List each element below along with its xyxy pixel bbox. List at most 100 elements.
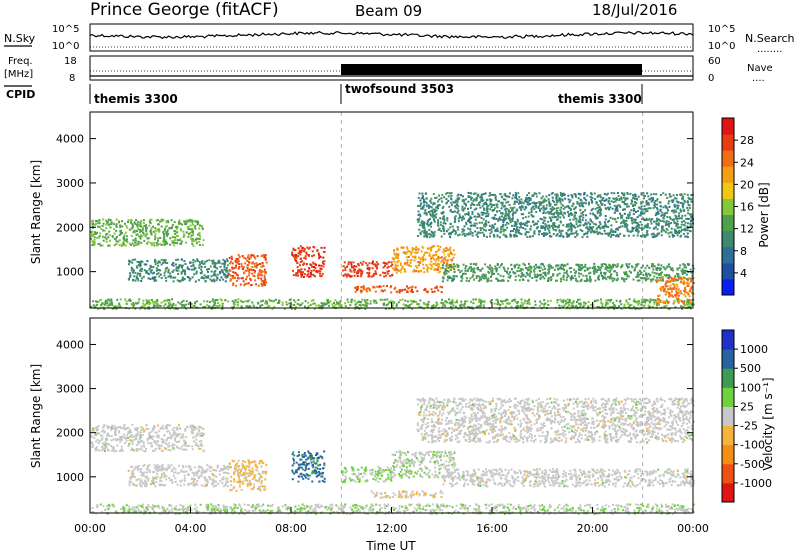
- heatmap-cell: [557, 214, 560, 217]
- heatmap-cell: [397, 301, 400, 304]
- heatmap-cell: [115, 224, 118, 227]
- heatmap-cell: [434, 197, 437, 199]
- heatmap-cell: [322, 263, 325, 265]
- heatmap-cell: [91, 225, 94, 228]
- heatmap-cell: [542, 221, 545, 224]
- heatmap-cell: [457, 197, 460, 200]
- heatmap-cell: [595, 202, 598, 205]
- heatmap-cell: [130, 266, 133, 269]
- heatmap-cell: [521, 268, 524, 271]
- heatmap-cell: [281, 301, 284, 304]
- heatmap-cell: [465, 233, 468, 236]
- heatmap-cell: [575, 304, 578, 307]
- heatmap-cell: [151, 301, 154, 303]
- heatmap-cell: [163, 240, 166, 243]
- heatmap-cell: [230, 255, 233, 258]
- heatmap-cell: [655, 279, 658, 282]
- heatmap-cell: [481, 205, 484, 208]
- heatmap-cell: [233, 300, 236, 303]
- heatmap-cell: [466, 300, 469, 303]
- heatmap-cell: [140, 241, 143, 244]
- heatmap-cell: [564, 206, 567, 209]
- heatmap-cell: [687, 264, 690, 266]
- heatmap-cell: [421, 192, 424, 195]
- heatmap-cell: [166, 298, 169, 301]
- heatmap-cell: [410, 303, 413, 306]
- heatmap-cell: [612, 264, 614, 267]
- heatmap-cell: [493, 235, 496, 238]
- heatmap-cell: [137, 263, 140, 266]
- heatmap-cell: [353, 265, 356, 267]
- heatmap-cell: [185, 223, 188, 226]
- heatmap-cell: [158, 229, 161, 232]
- heatmap-cell: [665, 220, 668, 223]
- heatmap-cell: [535, 202, 538, 204]
- heatmap-cell: [605, 266, 608, 269]
- heatmap-cell: [534, 223, 537, 226]
- heatmap-cell: [349, 275, 352, 278]
- heatmap-cell: [556, 193, 559, 196]
- heatmap-cell: [441, 200, 443, 203]
- heatmap-cell: [456, 226, 459, 229]
- heatmap-cell: [648, 300, 651, 303]
- heatmap-cell: [223, 273, 226, 276]
- heatmap-cell: [432, 217, 435, 220]
- heatmap-cell: [186, 276, 189, 278]
- heatmap-cell: [538, 192, 541, 195]
- heatmap-cell: [598, 221, 601, 224]
- heatmap-cell: [404, 299, 407, 302]
- heatmap-cell: [486, 210, 489, 213]
- heatmap-cell: [190, 228, 193, 231]
- heatmap-cell: [375, 264, 378, 267]
- heatmap-cell: [454, 205, 457, 208]
- heatmap-cell: [101, 225, 104, 227]
- heatmap-cell: [489, 200, 492, 203]
- heatmap-cell: [523, 263, 526, 266]
- heatmap-cell: [570, 305, 573, 308]
- nave-legend: ....: [752, 73, 765, 84]
- heatmap-cell: [622, 208, 624, 211]
- heatmap-cell: [473, 222, 476, 225]
- heatmap-cell: [675, 200, 678, 203]
- heatmap-cell: [591, 228, 593, 230]
- heatmap-cell: [506, 302, 509, 305]
- heatmap-cell: [680, 278, 683, 281]
- heatmap-cell: [115, 229, 118, 232]
- heatmap-cell: [656, 198, 659, 201]
- heatmap-cell: [569, 299, 572, 302]
- heatmap-cell: [669, 216, 671, 219]
- heatmap-cell: [508, 192, 511, 195]
- heatmap-cell: [198, 227, 201, 230]
- heatmap-cell: [244, 262, 247, 265]
- heatmap-cell: [501, 263, 503, 265]
- heatmap-cell: [494, 229, 497, 231]
- heatmap-cell: [302, 262, 305, 265]
- heatmap-cell: [352, 266, 355, 269]
- heatmap-cell: [600, 271, 603, 274]
- heatmap-cell: [251, 265, 254, 268]
- heatmap-cell: [644, 279, 647, 282]
- heatmap-cell: [430, 247, 433, 250]
- heatmap-cell: [610, 192, 613, 195]
- heatmap-cell: [569, 199, 572, 202]
- heatmap-cell: [452, 201, 455, 204]
- heatmap-cell: [355, 302, 358, 304]
- heatmap-cell: [139, 234, 142, 237]
- heatmap-cell: [575, 220, 578, 223]
- heatmap-cell: [599, 223, 602, 226]
- heatmap-cell: [142, 228, 145, 231]
- heatmap-cell: [235, 261, 238, 264]
- heatmap-cell: [635, 229, 638, 232]
- heatmap-cell: [341, 305, 344, 308]
- heatmap-cell: [410, 286, 413, 289]
- heatmap-cell: [299, 257, 302, 260]
- heatmap-cell: [663, 229, 666, 232]
- heatmap-cell: [664, 293, 667, 296]
- heatmap-cell: [154, 263, 157, 266]
- heatmap-cell: [394, 263, 397, 266]
- heatmap-cell: [669, 287, 672, 290]
- heatmap-cell: [660, 289, 663, 292]
- heatmap-cell: [180, 272, 183, 275]
- heatmap-cell: [594, 207, 597, 210]
- heatmap-cell: [564, 212, 567, 215]
